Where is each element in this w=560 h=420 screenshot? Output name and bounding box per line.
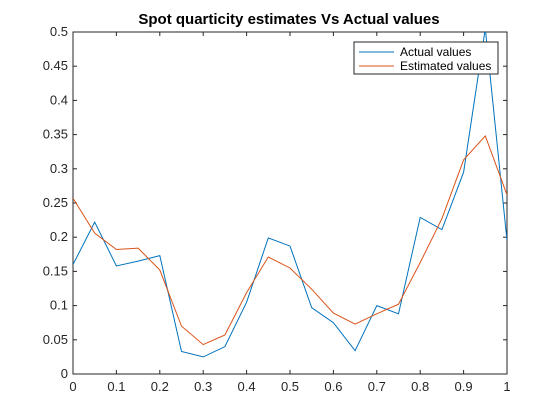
y-tick-label: 0.5 — [50, 24, 68, 39]
x-tick-label: 0 — [69, 379, 76, 394]
plot-area: 0 0.1 0.2 0.3 0.4 0.5 0.6 0.7 0.8 0.9 1 0 0.05 0.1 0.1… — [43, 24, 511, 394]
y-tick-label: 0.35 — [43, 127, 68, 142]
chart-title: Spot quarticity estimates Vs Actual valu… — [138, 11, 439, 28]
y-tick-label: 0.15 — [43, 263, 68, 278]
axes-box — [72, 31, 508, 375]
y-tick-label: 0.45 — [43, 58, 68, 73]
x-tick-label: 0.4 — [238, 379, 256, 394]
legend-label: Estimated values — [400, 59, 491, 73]
x-tick-label: 0.5 — [281, 379, 299, 394]
x-tick-label: 0.3 — [194, 379, 212, 394]
y-tick-label: 0.4 — [50, 92, 68, 107]
x-tick-label: 0.1 — [107, 379, 125, 394]
x-tick-label: 1 — [503, 379, 510, 394]
y-tick-label: 0.3 — [50, 161, 68, 176]
x-tick-label: 0.8 — [411, 379, 429, 394]
x-tick-label: 0.2 — [151, 379, 169, 394]
series-line-2 — [73, 135, 507, 346]
y-tick-label: 0.25 — [43, 195, 68, 210]
legend-label: Actual values — [400, 45, 471, 59]
x-tick-label: 0.7 — [368, 379, 386, 394]
x-tick-label: 0.6 — [324, 379, 342, 394]
x-tick-label: 0.9 — [455, 379, 473, 394]
y-tick-label: 0.05 — [43, 332, 68, 347]
y-tick-label: 0.1 — [50, 298, 68, 313]
series-line-1 — [73, 32, 507, 358]
y-tick-label: 0.2 — [50, 229, 68, 244]
y-tick-label: 0 — [61, 366, 68, 381]
legend-box — [353, 41, 499, 75]
